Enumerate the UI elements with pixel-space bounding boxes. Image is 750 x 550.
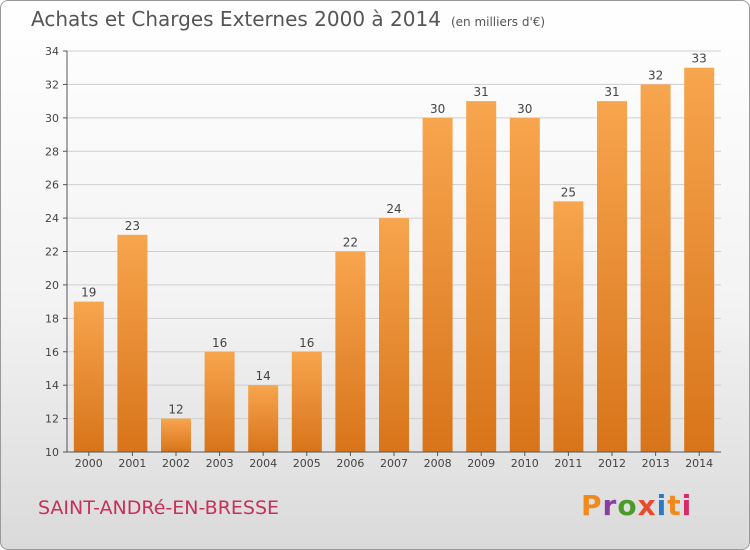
x-tick-label-2003: 2003 [206,457,234,470]
bar-2014 [684,67,715,452]
y-tick-label: 22 [45,246,59,259]
data-label-2010: 30 [517,102,532,116]
data-label-2012: 31 [604,85,619,99]
bar-2006 [335,251,366,452]
proxiti-logo[interactable]: Proxiti [581,489,692,522]
data-label-2013: 32 [648,68,663,82]
logo-letter: o [617,489,638,522]
bar-2011 [553,201,584,452]
y-tick-label: 12 [45,413,59,426]
data-label-2004: 14 [256,369,271,383]
title-text: Achats et Charges Externes 2000 à 2014 [31,7,441,31]
y-tick-label: 14 [45,379,59,392]
axes: 10 12 14 16 18 20 22 24 26 28 30 32 34 2000 2001 2002 20… [45,45,721,470]
x-tick-label-2000: 2000 [75,457,103,470]
y-tick-label: 28 [45,145,59,158]
chart-title: Achats et Charges Externes 2000 à 2014 (e… [31,7,545,31]
data-label-2008: 30 [430,102,445,116]
data-label-2006: 22 [343,236,358,250]
data-label-2003: 16 [212,336,227,350]
y-tick-label: 20 [45,279,59,292]
logo-letter: x [637,489,657,522]
data-label-2002: 12 [168,403,183,417]
place-name: SAINT-ANDRé-EN-BRESSE [38,497,280,519]
x-tick-label-2006: 2006 [336,457,364,470]
unit-label: (en milliers d'€) [450,15,546,29]
bar-2000 [73,301,104,452]
x-tick-label-2013: 2013 [642,457,670,470]
x-tick-label-2002: 2002 [162,457,190,470]
data-label-2001: 23 [125,219,140,233]
bar-2005 [291,351,322,452]
y-tick-label: 10 [45,446,59,459]
bar-2004 [248,385,279,452]
logo-letter: r [602,489,618,522]
bar-2003 [204,351,235,452]
y-tick-label: 34 [45,45,59,58]
data-label-2007: 24 [386,202,401,216]
bar-2010 [509,117,540,452]
bar-2008 [422,117,453,452]
bars-group: 19 23 12 16 14 16 22 24 30 31 30 25 31 32 33 [73,52,715,453]
x-tick-label-2014: 2014 [685,457,713,470]
bar-2009 [466,101,497,452]
logo-letter: i [681,489,693,522]
data-label-2011: 25 [561,185,576,199]
x-tick-label-2005: 2005 [293,457,321,470]
data-label-2009: 31 [474,85,489,99]
bar-2013 [640,84,671,453]
logo-letter: t [667,489,682,522]
logo-letter: i [656,489,668,522]
bar-2007 [379,218,409,452]
x-tick-label-2011: 2011 [554,457,582,470]
bar-2001 [117,234,148,452]
x-tick-label-2008: 2008 [424,457,452,470]
x-tick-label-2007: 2007 [380,457,408,470]
data-label-2014: 33 [692,52,707,66]
x-tick-label-2012: 2012 [598,457,626,470]
logo-letter: P [581,489,603,522]
x-tick-label-2004: 2004 [249,457,277,470]
y-tick-label: 18 [45,312,59,325]
data-label-2005: 16 [299,336,314,350]
bar-2012 [597,101,627,452]
x-tick-label-2009: 2009 [467,457,495,470]
data-label-2000: 19 [81,286,96,300]
y-tick-label: 30 [45,112,59,125]
x-tick-label-2010: 2010 [511,457,539,470]
x-tick-label-2001: 2001 [118,457,146,470]
y-tick-label: 16 [45,346,59,359]
y-tick-label: 24 [45,212,59,225]
y-tick-label: 26 [45,179,59,192]
y-tick-label: 32 [45,78,59,91]
bar-2002 [161,418,191,452]
